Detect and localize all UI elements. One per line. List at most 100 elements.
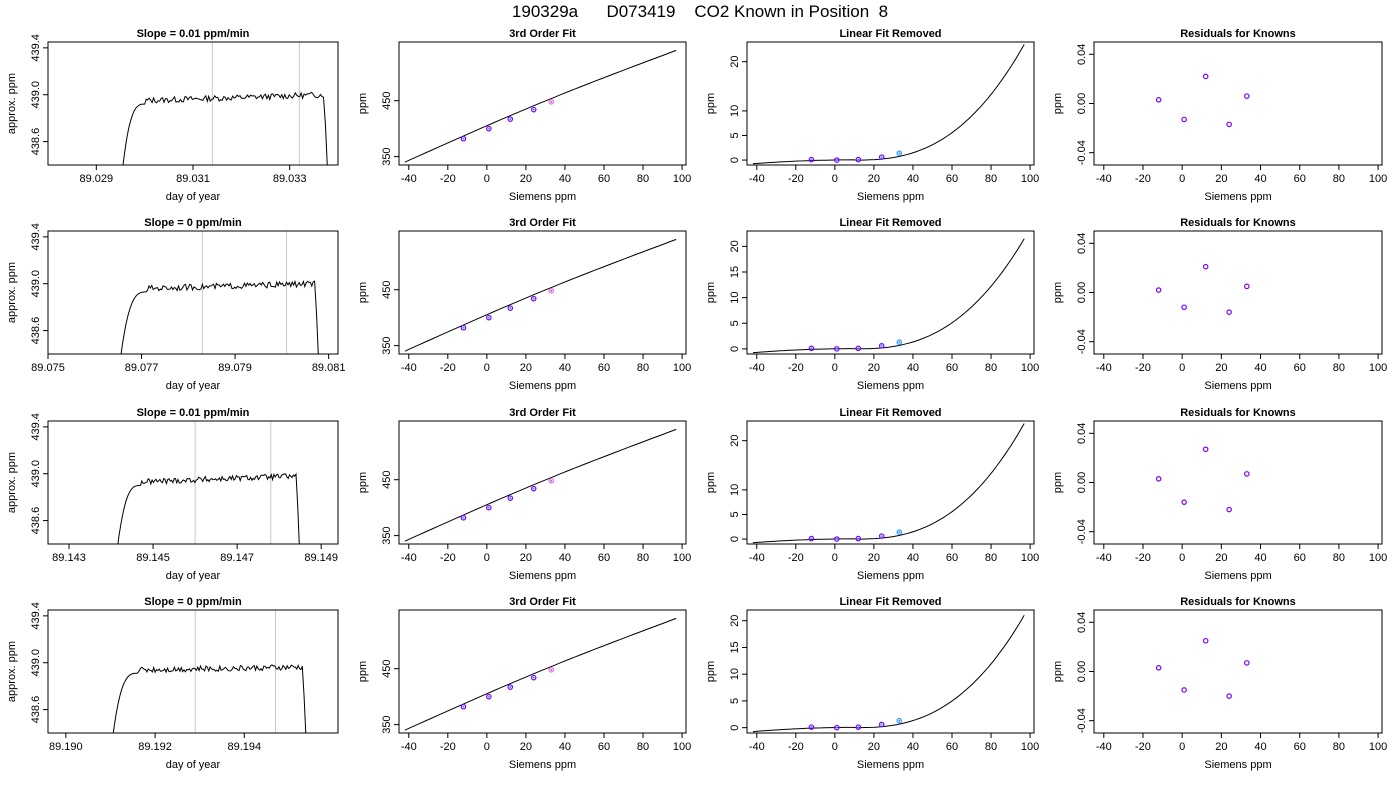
panel-frame (398, 420, 687, 545)
x-axis-label: Siemens ppm (1204, 570, 1271, 582)
y-tick-label: 0.04 (1076, 233, 1088, 254)
panel-plot-region (117, 421, 300, 544)
panel-frame (746, 609, 1035, 734)
y-tick-label: 10 (729, 105, 741, 117)
data-point-center (532, 487, 535, 490)
y-tick-label: 439.0 (30, 81, 42, 109)
panel-plot-region (752, 238, 1025, 354)
data-point (1244, 93, 1250, 99)
data-point-center (898, 341, 901, 344)
data-point (460, 135, 467, 142)
y-tick-label: 0.00 (1076, 661, 1088, 682)
x-axis-label: Siemens ppm (509, 191, 576, 203)
panel-plot-region (752, 423, 1025, 544)
x-tick-label: 0 (832, 173, 838, 185)
y-tick-label: 439.4 (30, 413, 42, 441)
panel-plot-region (752, 44, 1025, 165)
panel-title: Residuals for Knowns (1180, 407, 1296, 419)
data-point-center (810, 158, 813, 161)
x-tick-label: 0 (1179, 362, 1185, 374)
data-point (1202, 263, 1209, 270)
data-point-center (462, 326, 465, 329)
panel-frame (1093, 420, 1383, 545)
x-tick-label: 60 (598, 552, 610, 564)
y-tick-label: 5 (729, 132, 741, 138)
x-tick-label: 0 (832, 362, 838, 374)
y-tick-label: 450 (381, 92, 393, 110)
data-point (486, 504, 492, 511)
x-tick-label: 40 (559, 741, 571, 753)
panel-linear-removed-row2: Linear Fit Removed -40 -20 0 20 40 60 80 100 0 5 10… (705, 217, 1039, 392)
x-tick-label: 60 (1294, 741, 1306, 753)
data-point-center (898, 531, 901, 534)
data-point-center (898, 152, 901, 155)
x-tick-label: -20 (788, 173, 804, 185)
x-tick-label: 80 (1333, 741, 1345, 753)
x-tick-label: 80 (985, 173, 997, 185)
panel-timeseries-row2: Slope = 0 ppm/min 89.075 89.077 89.079 89.08… (6, 217, 345, 392)
panel-cubic-row4: 3rd Order Fit -40 -20 0 20 40 60 80 100 350 450 Sie… (357, 596, 691, 771)
x-tick-label: 100 (1369, 552, 1387, 564)
data-point (460, 324, 467, 331)
y-tick-label: 5 (729, 698, 741, 704)
x-axis-label: Siemens ppm (1204, 759, 1271, 771)
panel-plot-region (1155, 637, 1250, 699)
x-tick-label: -40 (1096, 552, 1112, 564)
x-tick-label: 100 (1021, 552, 1039, 564)
x-tick-label: 89.075 (31, 362, 65, 374)
data-point-center (532, 676, 535, 679)
data-point (855, 345, 862, 352)
panel-timeseries-row3: Slope = 0.01 ppm/min 89.143 89.145 89.147 89… (6, 407, 339, 582)
y-axis-label: ppm (705, 661, 717, 682)
data-point-center (857, 726, 860, 729)
panel-timeseries-row1: Slope = 0.01 ppm/min 89.029 89.031 89.033 43… (6, 28, 339, 203)
x-tick-label: -40 (749, 362, 765, 374)
x-tick-label: -20 (788, 741, 804, 753)
data-point (1155, 287, 1162, 293)
x-axis-label: day of year (166, 570, 221, 582)
panel-residuals-row3: Residuals for Knowns -40 -20 0 20 40 60 80 100 -0… (1052, 407, 1387, 582)
x-axis-label: Siemens ppm (509, 380, 576, 392)
panel-plot-region (122, 42, 328, 165)
panel-title: 3rd Order Fit (509, 596, 576, 608)
data-point-center (880, 723, 883, 726)
x-tick-label: 0 (1179, 552, 1185, 564)
x-tick-label: 100 (673, 173, 691, 185)
x-tick-label: 89.147 (220, 552, 254, 564)
y-tick-label: 439.4 (30, 223, 42, 251)
concentration-trace (117, 472, 300, 544)
y-tick-label: 450 (381, 660, 393, 678)
x-tick-label: -40 (749, 552, 765, 564)
data-point-center (835, 347, 838, 350)
data-point (1181, 499, 1187, 505)
x-tick-label: 80 (1333, 362, 1345, 374)
data-point (486, 125, 492, 132)
data-point-center (509, 307, 512, 310)
panel-frame (1093, 41, 1383, 166)
y-axis-label: ppm (1052, 93, 1064, 114)
y-tick-label: 20 (729, 240, 741, 252)
x-tick-label: 40 (907, 173, 919, 185)
x-axis-label: Siemens ppm (509, 759, 576, 771)
x-axis-label: Siemens ppm (857, 759, 924, 771)
panel-cubic-row2: 3rd Order Fit -40 -20 0 20 40 60 80 100 350 450 Sie… (357, 217, 691, 392)
data-point (1181, 304, 1187, 311)
x-tick-label: -20 (1135, 552, 1151, 564)
x-tick-label: 89.194 (227, 741, 261, 753)
data-point-center (835, 538, 838, 541)
x-tick-label: -40 (401, 362, 417, 374)
data-point (1155, 476, 1162, 482)
panel-frame (47, 41, 339, 166)
x-tick-label: 60 (946, 173, 958, 185)
x-axis-label: Siemens ppm (509, 570, 576, 582)
data-point (507, 495, 514, 501)
fit-curve (404, 428, 677, 542)
data-point (1244, 660, 1250, 666)
panel-frame (398, 230, 687, 355)
data-point-center (835, 159, 838, 162)
y-tick-label: 438.6 (30, 696, 42, 724)
x-tick-label: 0 (1179, 173, 1185, 185)
data-point (530, 485, 537, 492)
y-tick-label: 438.6 (30, 128, 42, 156)
x-tick-label: 20 (520, 362, 532, 374)
